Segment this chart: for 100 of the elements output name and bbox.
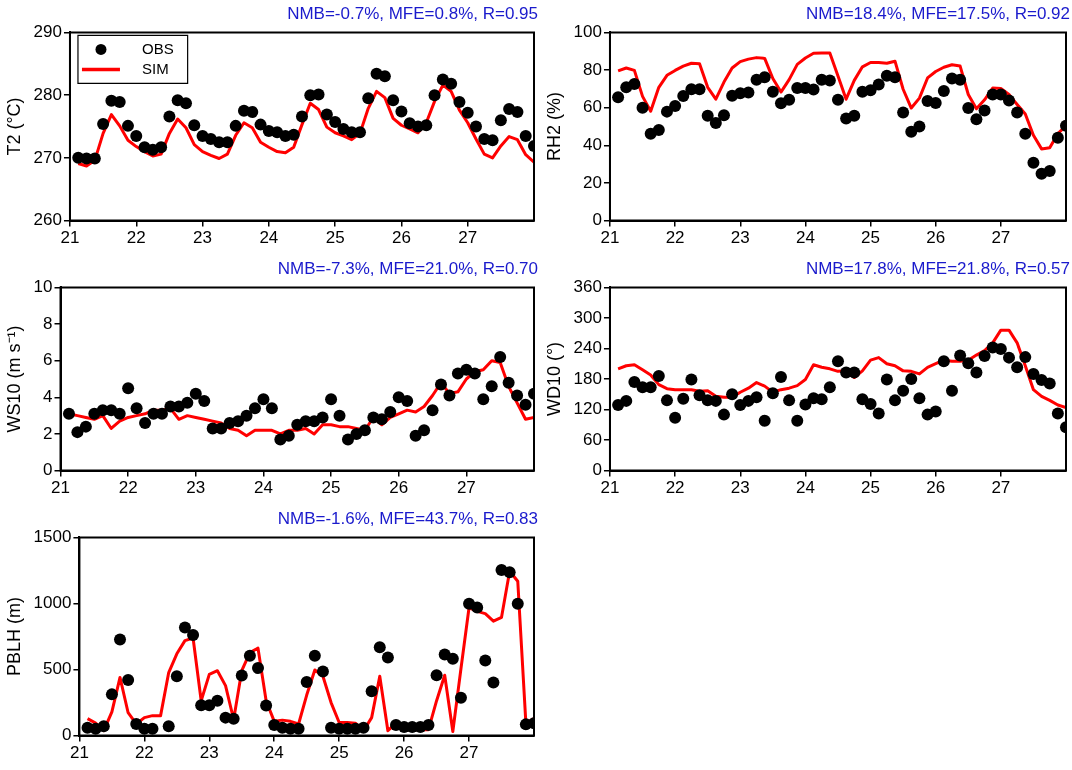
point — [357, 721, 370, 734]
point — [652, 369, 665, 382]
y-tick-label: 500 — [43, 659, 72, 679]
point — [888, 394, 901, 407]
point — [897, 106, 910, 119]
y-axis-title: T2 (°C) — [3, 97, 24, 156]
point — [519, 129, 532, 142]
x-tick-label: 26 — [391, 228, 411, 248]
x-tick-label: 25 — [329, 743, 349, 763]
point — [181, 396, 194, 409]
point — [872, 407, 885, 420]
x-tick-label: 23 — [199, 743, 219, 763]
point — [384, 405, 397, 418]
point — [428, 89, 441, 102]
point — [1043, 377, 1056, 390]
x-tick-label: 27 — [459, 743, 479, 763]
point — [430, 669, 443, 682]
point — [929, 405, 942, 418]
point — [502, 376, 515, 389]
x-tick-label: 24 — [259, 228, 279, 248]
point — [378, 70, 391, 83]
y-tick-label: 60 — [583, 97, 602, 117]
x-tick-label: 21 — [60, 228, 80, 248]
point — [742, 86, 755, 99]
point — [717, 408, 730, 421]
point — [669, 99, 682, 112]
point — [1027, 156, 1040, 169]
point — [1019, 351, 1032, 364]
point — [121, 119, 134, 132]
y-tick-label: 180 — [573, 368, 602, 388]
point — [235, 669, 248, 682]
point — [766, 387, 779, 400]
point — [807, 83, 820, 96]
x-tick-label: 25 — [321, 478, 341, 498]
point — [97, 117, 110, 130]
point — [612, 91, 625, 104]
point — [243, 649, 256, 662]
point — [913, 392, 926, 405]
y-tick-label: 80 — [583, 59, 602, 79]
point — [487, 676, 500, 689]
point — [97, 720, 110, 733]
y-axis-title: PBLH (m) — [3, 596, 24, 677]
point — [848, 109, 861, 122]
x-tick-label: 21 — [600, 478, 620, 498]
point — [252, 662, 264, 675]
x-tick-label: 22 — [134, 743, 154, 763]
x-tick-label: 24 — [795, 228, 815, 248]
point — [325, 393, 338, 406]
point — [1011, 361, 1024, 374]
chart-title: NMB=-0.7%, MFE=0.8%, R=0.95 — [287, 3, 538, 23]
y-tick-label: 6 — [43, 350, 53, 370]
point — [954, 73, 967, 86]
point — [240, 409, 253, 422]
point — [799, 398, 812, 411]
x-tick-label: 26 — [394, 743, 414, 763]
y-tick-label: 4 — [43, 387, 53, 407]
y-tick-label: 0 — [592, 210, 602, 230]
point — [114, 633, 127, 646]
point — [232, 415, 245, 428]
point — [189, 387, 202, 400]
chart-title: NMB=17.8%, MFE=21.8%, R=0.57 — [805, 258, 1070, 278]
point — [880, 373, 893, 386]
point — [329, 116, 342, 129]
point — [758, 71, 771, 84]
x-tick-label: 26 — [389, 478, 409, 498]
point — [365, 685, 378, 698]
x-tick-label: 21 — [69, 743, 89, 763]
y-tick-label: 0 — [61, 725, 72, 745]
x-tick-label: 26 — [926, 228, 946, 248]
point — [970, 366, 983, 379]
point — [130, 129, 143, 142]
point — [494, 114, 507, 127]
point — [970, 113, 983, 126]
y-tick-label: 290 — [33, 22, 62, 42]
y-tick-label: 1500 — [33, 527, 72, 547]
point — [188, 119, 201, 132]
y-tick-label: 1000 — [33, 593, 72, 613]
point — [511, 106, 524, 119]
point — [864, 397, 877, 410]
x-tick-label: 24 — [253, 478, 273, 498]
point — [470, 120, 482, 133]
point — [446, 652, 459, 665]
point — [477, 393, 490, 406]
point — [783, 394, 796, 407]
point — [341, 433, 354, 446]
chart-title: NMB=18.4%, MFE=17.5%, R=0.92 — [805, 3, 1070, 23]
point — [750, 391, 763, 404]
point — [434, 378, 447, 391]
point — [381, 651, 394, 664]
x-tick-label: 23 — [186, 478, 206, 498]
point — [872, 78, 885, 91]
point — [660, 394, 673, 407]
point — [312, 88, 325, 101]
point — [831, 93, 844, 106]
x-tick-label: 27 — [456, 478, 476, 498]
y-tick-label: 300 — [573, 307, 602, 327]
point — [454, 691, 467, 704]
point — [227, 712, 240, 725]
point — [300, 675, 313, 688]
point — [620, 394, 633, 407]
